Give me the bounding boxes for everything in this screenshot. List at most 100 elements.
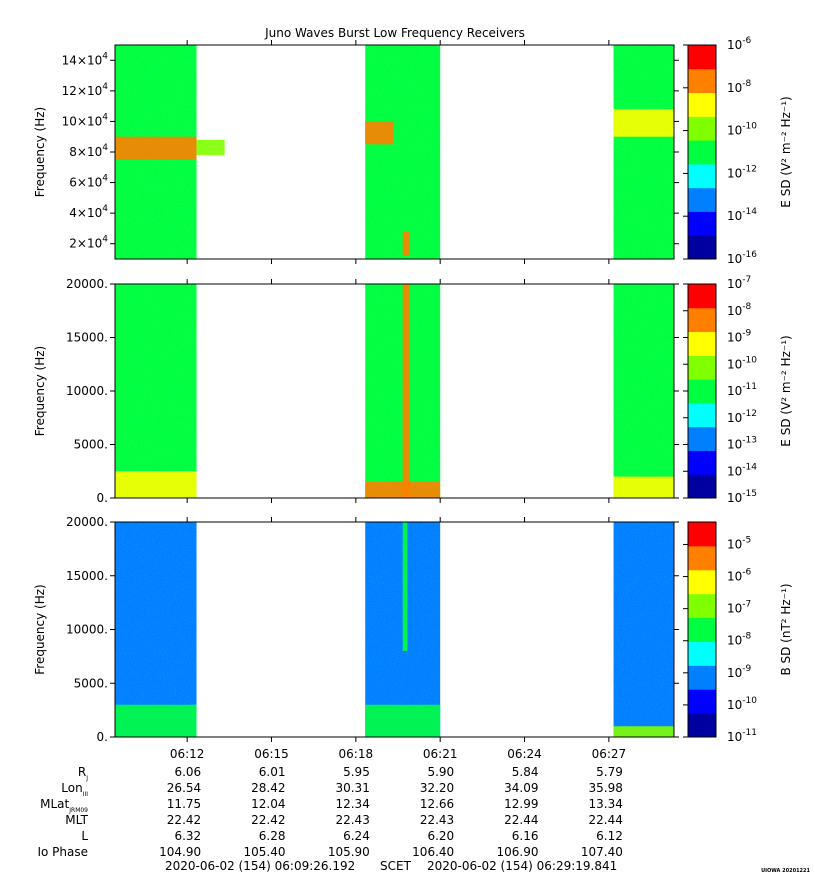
colorbar-tick-label: 10-5: [727, 535, 751, 551]
y-axis-label: Frequency (Hz): [33, 584, 47, 675]
ephemeris-value: 5.95: [343, 765, 370, 779]
colorbar-tick-label-exp: -11: [742, 728, 757, 738]
colorbar-tick-label: 10-14: [727, 207, 757, 223]
colorbar-tick-label-base: 10: [727, 81, 742, 95]
colorbar-tick-label-exp: -14: [742, 207, 757, 217]
ephemeris-row-label: LonIII: [61, 781, 88, 798]
emission-feature: [613, 109, 674, 137]
y-tick-label-base: 4×10: [69, 206, 102, 220]
y-tick-label-exp: 4: [102, 204, 108, 214]
colorbar-tick-label-exp: -11: [742, 382, 757, 392]
ephemeris-value: 30.31: [335, 781, 369, 795]
y-tick-label: 14×104: [62, 51, 109, 67]
colorbar-tick-label: 10-7: [727, 275, 751, 291]
y-tick-label-base: 12×10: [62, 84, 103, 98]
colorbar-tick-label-base: 10: [727, 304, 742, 318]
colorbar-tick-label-base: 10: [727, 602, 742, 616]
footer-end-time: 2020-06-02 (154) 06:29:19.841: [427, 859, 617, 873]
ephemeris-value: 12.99: [504, 797, 538, 811]
panel-3: 0. 5000. 10000. 15000. 20000. Frequency (Hz) 1…: [33, 515, 793, 744]
colorbar-tick-label-base: 10: [727, 634, 742, 648]
colorbar-tick-label-exp: -15: [742, 489, 757, 499]
ephemeris-value: 105.90: [328, 845, 370, 859]
y-tick-label: 2×104: [69, 235, 108, 251]
ephemeris-value: 104.90: [159, 845, 201, 859]
colorbar-tick-label-base: 10: [727, 38, 742, 52]
emission-feature: [365, 121, 394, 145]
colorbar-segment: [688, 235, 716, 260]
colorbar-tick-label-base: 10: [727, 438, 742, 452]
y-tick-label-base: 6×10: [69, 176, 102, 190]
colorbar-tick-label-base: 10: [727, 166, 742, 180]
ephemeris-label-main: MLT: [65, 813, 88, 827]
watermark: UIOWA 20201221: [761, 868, 810, 874]
emission-feature: [115, 704, 197, 737]
colorbar-tick-label-exp: -10: [742, 696, 757, 706]
colorbar-tick-label-exp: -8: [742, 79, 751, 89]
y-tick-label: 8×104: [69, 143, 108, 159]
colorbar-tick-label-base: 10: [727, 357, 742, 371]
colorbar-tick-label-exp: -5: [742, 535, 751, 545]
colorbar-tick-label: 10-10: [727, 355, 757, 371]
ephemeris-value: 22.44: [504, 813, 538, 827]
colorbar-tick-label-base: 10: [727, 331, 742, 345]
colorbar-tick-label-base: 10: [727, 209, 742, 223]
ephemeris-value: 22.42: [167, 813, 201, 827]
colorbar-segment: [688, 522, 716, 547]
time-tick-label: 06:21: [423, 747, 458, 761]
ephemeris-value: 6.16: [512, 829, 539, 843]
colorbar-segment: [688, 641, 716, 666]
colorbar-tick-label: 10-12: [727, 409, 757, 425]
footer-scet-label: SCET: [380, 859, 412, 873]
colorbar-label: E SD (V² m⁻² Hz⁻¹): [779, 335, 793, 446]
colorbar-segment: [688, 474, 716, 499]
y-tick-label: 0.: [97, 491, 108, 505]
data-block-noise: [115, 522, 197, 737]
data-block-noise: [115, 284, 197, 498]
colorbar-tick-label: 10-7: [727, 600, 751, 616]
y-tick-label: 4×104: [69, 204, 108, 220]
colorbar-tick-label: 10-15: [727, 489, 757, 505]
time-tick-label: 06:12: [170, 747, 205, 761]
colorbar-tick-label-exp: -9: [742, 664, 751, 674]
data-block-noise: [613, 522, 674, 737]
ephemeris-label-main: R: [78, 765, 86, 779]
colorbar-frame: [687, 44, 717, 260]
emission-feature: [613, 726, 674, 737]
y-tick-label-exp: 4: [102, 82, 108, 92]
y-tick-label-exp: 4: [102, 51, 108, 61]
footer: 2020-06-02 (154) 06:09:26.192 SCET 2020-…: [165, 859, 617, 873]
colorbar-segment: [688, 402, 716, 428]
colorbar-tick-label-exp: -6: [742, 568, 751, 578]
colorbar-tick-label-exp: -10: [742, 355, 757, 365]
emission-feature: [115, 471, 197, 498]
y-tick-label-exp: 4: [102, 112, 108, 122]
time-tick-label: 06:18: [339, 747, 374, 761]
y-tick-label: 15000.: [66, 331, 108, 345]
colorbar-segment: [688, 545, 716, 571]
y-tick-label: 10×104: [62, 112, 109, 128]
time-tick-label: 06:27: [592, 747, 627, 761]
ephemeris-value: 6.20: [427, 829, 454, 843]
footer-start-time: 2020-06-02 (154) 06:09:26.192: [165, 859, 355, 873]
ephemeris-value: 34.09: [504, 781, 538, 795]
colorbar-tick-label: 10-13: [727, 436, 757, 452]
ephemeris-row-label: RJ: [78, 765, 88, 782]
colorbar-segment: [688, 689, 716, 714]
colorbar-tick-label-base: 10: [727, 252, 742, 266]
figure-title: Juno Waves Burst Low Frequency Receivers: [264, 26, 525, 40]
ephemeris-value: 35.98: [589, 781, 623, 795]
ephemeris-value: 26.54: [167, 781, 201, 795]
emission-feature: [402, 231, 410, 256]
colorbar-tick-label: 10-10: [727, 122, 757, 138]
colorbar-tick-label-base: 10: [727, 730, 742, 744]
colorbar-segment: [688, 307, 716, 333]
emission-feature: [402, 522, 408, 651]
y-tick-label: 20000.: [66, 277, 108, 291]
colorbar-tick-label-exp: -9: [742, 329, 751, 339]
colorbar-tick-label-exp: -6: [742, 36, 751, 46]
colorbar-tick-label-base: 10: [727, 411, 742, 425]
ephemeris-value: 106.40: [412, 845, 454, 859]
colorbar-tick-label-exp: -12: [742, 164, 757, 174]
